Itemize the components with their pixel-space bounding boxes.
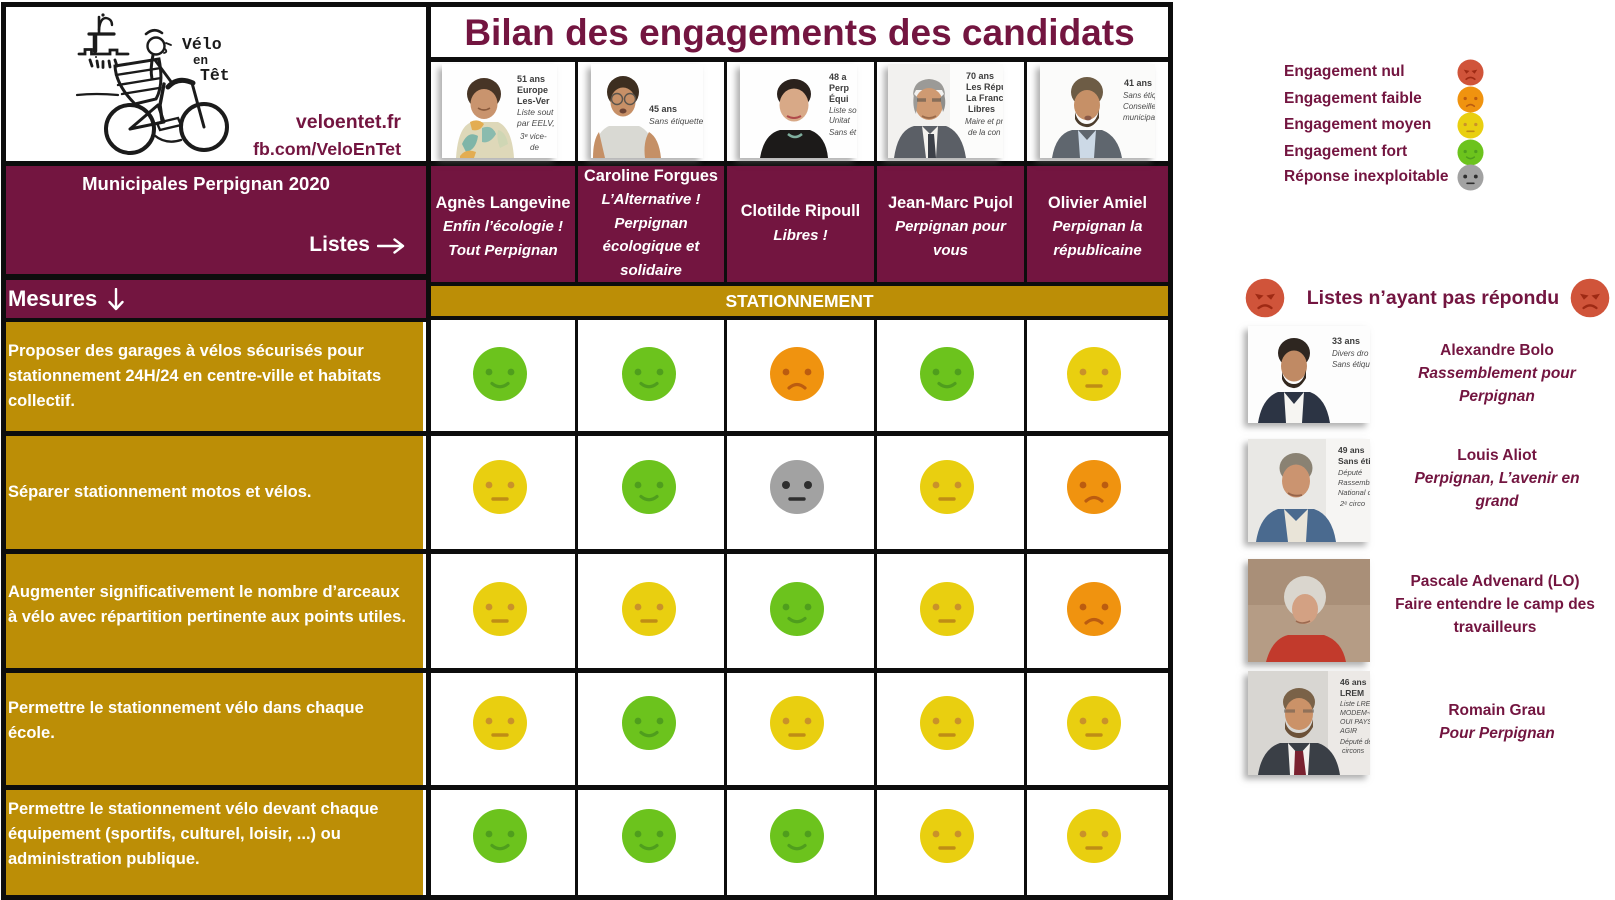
- svg-text:Unitat: Unitat: [829, 116, 851, 125]
- svg-text:41 ans: 41 ans: [1124, 78, 1152, 88]
- svg-text:Équi: Équi: [829, 94, 849, 104]
- svg-text:Député de: Député de: [1340, 739, 1370, 746]
- svg-text:municipa: municipa: [1123, 113, 1155, 122]
- svg-text:MODEM-U: MODEM-U: [1340, 710, 1370, 717]
- svg-text:Vélo: Vélo: [182, 35, 222, 54]
- svg-text:Sans étiq: Sans étiq: [1123, 91, 1155, 100]
- svg-text:en: en: [193, 54, 208, 68]
- svg-text:46 ans: 46 ans: [1340, 677, 1367, 687]
- svg-text:Têt: Têt: [200, 66, 230, 85]
- svg-text:Perp: Perp: [829, 83, 850, 93]
- svg-text:51 ans: 51 ans: [517, 74, 545, 84]
- svg-text:La France: La France: [966, 93, 1003, 103]
- svg-text:circons: circons: [1342, 748, 1365, 755]
- svg-text:70 ans: 70 ans: [966, 71, 994, 81]
- svg-text:OUI PAYS C: OUI PAYS C: [1340, 719, 1370, 726]
- svg-text:3ᵉ vice-: 3ᵉ vice-: [520, 132, 547, 141]
- svg-text:Maire et pr: Maire et pr: [965, 117, 1003, 126]
- svg-text:Libres: Libres: [968, 104, 995, 114]
- svg-text:de la con: de la con: [968, 128, 1001, 137]
- svg-text:Les-Ver: Les-Ver: [517, 96, 550, 106]
- svg-text:Sans ét: Sans ét: [829, 128, 857, 137]
- svg-text:par EELV,: par EELV,: [516, 118, 555, 128]
- svg-text:Conseille: Conseille: [1123, 102, 1155, 111]
- svg-text:LREM: LREM: [1340, 688, 1364, 698]
- svg-text:Rassemble: Rassemble: [1338, 478, 1370, 487]
- svg-text:Les Répu: Les Répu: [966, 82, 1003, 92]
- svg-text:45 ans: 45 ans: [649, 104, 677, 114]
- svg-text:Sans étiquet: Sans étiquet: [1332, 360, 1370, 369]
- svg-text:48 a: 48 a: [829, 72, 848, 82]
- svg-text:Liste so: Liste so: [829, 106, 857, 115]
- svg-text:de: de: [530, 143, 539, 152]
- svg-text:Liste sout: Liste sout: [517, 107, 554, 117]
- svg-text:Député: Député: [1338, 468, 1362, 477]
- svg-text:Sans étiquette: Sans étiquette: [649, 116, 703, 126]
- svg-text:49 ans: 49 ans: [1338, 445, 1365, 455]
- svg-text:Divers dro: Divers dro: [1332, 349, 1369, 358]
- svg-text:33 ans: 33 ans: [1332, 336, 1360, 346]
- svg-text:Europe: Europe: [517, 85, 548, 95]
- svg-text:AGIR: AGIR: [1339, 728, 1357, 735]
- svg-text:Sans étiq: Sans étiq: [1338, 456, 1370, 466]
- svg-text:2ᵉ circo: 2ᵉ circo: [1339, 499, 1365, 508]
- svg-text:National d: National d: [1338, 488, 1370, 497]
- svg-text:Liste LREM: Liste LREM: [1340, 701, 1370, 708]
